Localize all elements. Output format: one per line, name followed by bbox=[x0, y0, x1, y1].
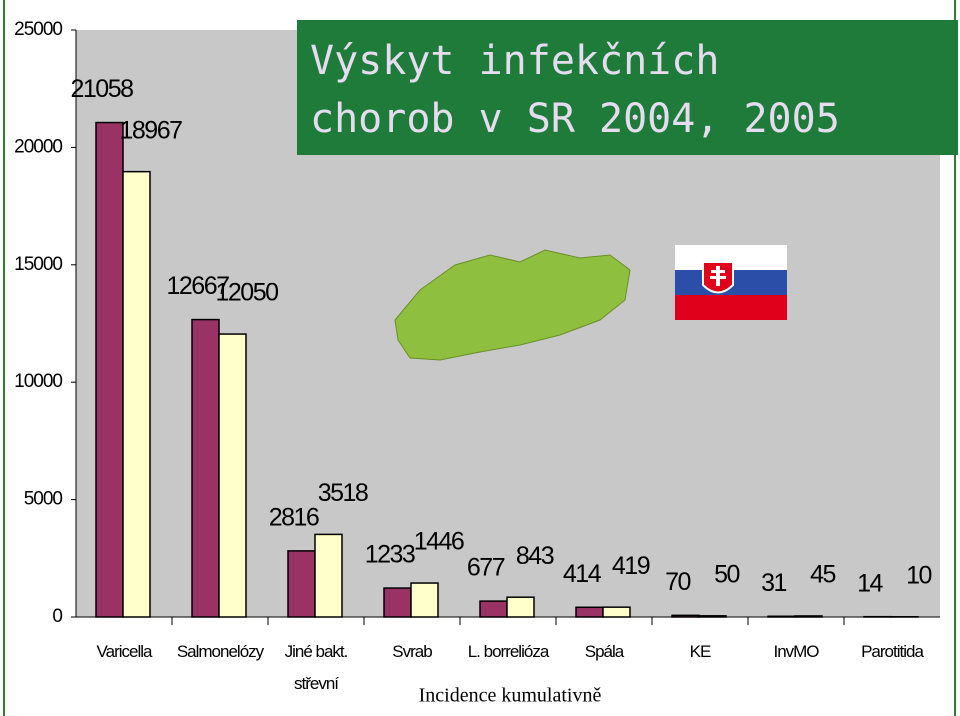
value-label: 2816 bbox=[269, 503, 319, 531]
value-label: 45 bbox=[810, 561, 835, 589]
value-label: 10 bbox=[906, 561, 931, 589]
bar bbox=[95, 121, 124, 618]
value-label: 70 bbox=[665, 568, 690, 596]
map bbox=[394, 249, 631, 361]
bar bbox=[767, 615, 796, 618]
bar bbox=[602, 606, 631, 618]
value-label: 31 bbox=[761, 569, 786, 597]
bar bbox=[191, 318, 220, 618]
bar bbox=[218, 333, 247, 618]
bar bbox=[122, 170, 151, 618]
x-tick-label: Varicella bbox=[96, 642, 153, 661]
value-label: 1233 bbox=[365, 541, 415, 569]
x-tick-label: Jiné bakt. střevní bbox=[284, 642, 349, 693]
bar bbox=[794, 615, 823, 618]
x-tick-label: KE bbox=[689, 642, 712, 661]
chart-title: Výskyt infekčních chorob v SR 2004, 2005 bbox=[310, 38, 840, 142]
x-tick-label: L. borrelióza bbox=[467, 642, 550, 661]
value-label: 12050 bbox=[215, 279, 278, 307]
value-label: 21058 bbox=[70, 75, 133, 103]
x-tick-label: Spála bbox=[584, 642, 624, 661]
value-label: 677 bbox=[467, 554, 505, 582]
x-tick-label: InvMO bbox=[773, 642, 819, 661]
value-label: 1446 bbox=[414, 528, 464, 556]
y-tick-label: 20000 bbox=[14, 136, 62, 157]
bar bbox=[698, 615, 727, 618]
bar bbox=[479, 600, 508, 618]
y-tick-label: 5000 bbox=[24, 489, 63, 510]
y-tick-label: 15000 bbox=[14, 254, 62, 275]
x-tick-label: Parotitida bbox=[861, 642, 924, 661]
x-tick-label: Svrab bbox=[392, 642, 432, 661]
flag bbox=[675, 245, 787, 320]
x-axis-label: Incidence kumulativně bbox=[419, 685, 602, 707]
value-label: 14 bbox=[857, 569, 883, 597]
bar bbox=[506, 596, 535, 618]
value-label: 419 bbox=[612, 552, 650, 580]
bar bbox=[410, 582, 439, 618]
value-label: 50 bbox=[714, 560, 739, 588]
value-label: 3518 bbox=[318, 479, 368, 507]
value-label: 414 bbox=[563, 560, 602, 588]
bar bbox=[671, 614, 700, 618]
y-tick-label: 0 bbox=[52, 606, 62, 627]
bar bbox=[383, 587, 412, 618]
value-label: 12667 bbox=[166, 272, 229, 300]
bar bbox=[314, 533, 343, 618]
y-tick-label: 10000 bbox=[14, 371, 62, 392]
x-tick-label: Salmonelózy bbox=[176, 642, 264, 661]
y-tick-label: 25000 bbox=[14, 19, 62, 40]
bar bbox=[287, 550, 316, 618]
title-box bbox=[297, 20, 958, 155]
bar bbox=[575, 606, 604, 618]
value-label: 18967 bbox=[119, 116, 182, 144]
value-label: 843 bbox=[516, 542, 554, 570]
